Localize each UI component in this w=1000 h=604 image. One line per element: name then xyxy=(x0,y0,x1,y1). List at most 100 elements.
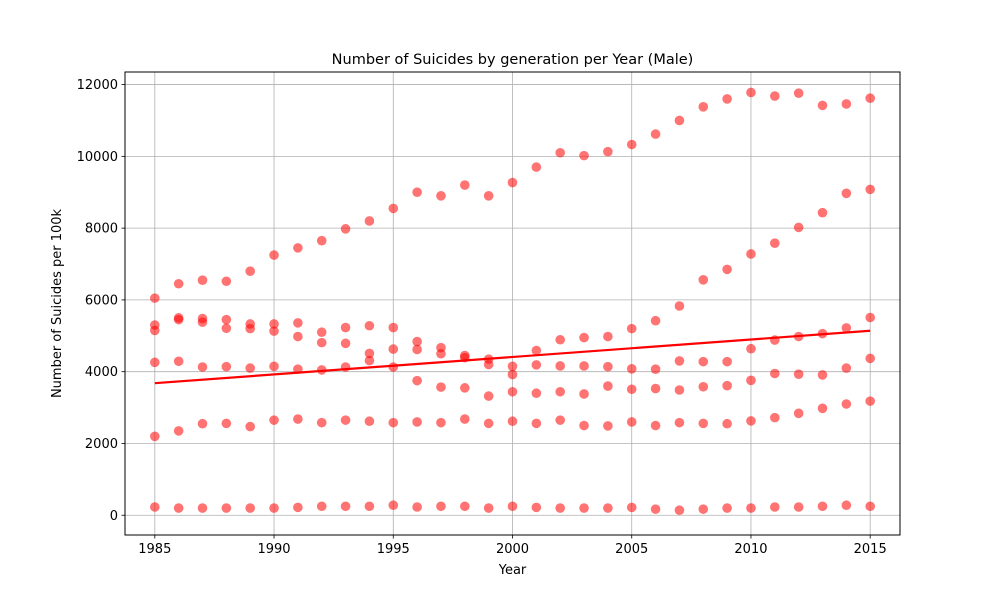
data-point xyxy=(197,418,208,429)
data-point xyxy=(197,275,208,285)
data-points xyxy=(150,87,875,516)
x-tick-label: 1990 xyxy=(257,542,290,557)
data-point xyxy=(507,361,518,372)
data-point xyxy=(364,216,375,226)
data-point xyxy=(388,500,399,511)
data-point xyxy=(269,415,279,425)
data-point xyxy=(436,382,446,392)
data-point xyxy=(674,115,685,126)
data-point xyxy=(865,396,875,406)
data-point xyxy=(674,301,685,311)
data-point xyxy=(150,325,160,336)
data-point xyxy=(173,503,184,513)
data-point xyxy=(770,91,780,101)
data-point xyxy=(746,87,756,98)
x-tick-label: 2015 xyxy=(854,542,887,557)
data-point xyxy=(364,355,375,366)
data-point xyxy=(841,99,852,109)
data-point xyxy=(746,249,756,259)
data-point xyxy=(197,503,208,513)
data-point xyxy=(388,203,399,214)
data-point xyxy=(436,348,446,359)
data-point xyxy=(483,391,494,401)
data-point xyxy=(841,363,852,373)
data-point xyxy=(483,191,494,201)
data-point xyxy=(817,370,828,380)
data-point xyxy=(531,345,542,356)
data-point xyxy=(722,264,732,275)
data-point xyxy=(507,386,518,397)
data-point xyxy=(626,417,637,427)
data-point xyxy=(674,385,685,395)
data-point xyxy=(817,501,828,512)
data-point xyxy=(269,250,279,260)
y-tick-label: 8000 xyxy=(85,222,118,237)
data-point xyxy=(245,503,255,513)
data-point xyxy=(150,357,160,368)
data-point xyxy=(316,327,327,338)
data-point xyxy=(698,381,709,392)
data-point xyxy=(603,421,613,431)
data-point xyxy=(650,420,661,431)
data-point xyxy=(650,129,661,139)
data-point xyxy=(316,501,327,512)
data-point xyxy=(436,191,446,201)
data-point xyxy=(746,503,756,513)
data-point xyxy=(770,368,780,379)
data-point xyxy=(221,276,232,287)
data-point xyxy=(221,418,232,429)
data-point xyxy=(245,266,255,276)
data-point xyxy=(412,375,422,386)
data-point xyxy=(460,501,470,512)
data-point xyxy=(555,503,565,513)
data-point xyxy=(412,417,422,427)
data-point xyxy=(221,361,232,372)
data-point xyxy=(579,361,589,371)
data-point xyxy=(483,503,494,513)
data-point xyxy=(579,503,589,513)
data-point xyxy=(865,93,875,104)
x-tick-label: 2010 xyxy=(734,542,767,557)
data-point xyxy=(746,416,756,426)
data-point xyxy=(531,162,542,172)
data-point xyxy=(626,323,637,334)
data-point xyxy=(793,502,804,512)
data-point xyxy=(674,417,685,428)
data-point xyxy=(340,224,351,234)
y-tick-label: 2000 xyxy=(85,437,118,452)
data-point xyxy=(436,501,446,512)
data-point xyxy=(793,222,804,233)
data-point xyxy=(841,323,852,333)
data-point xyxy=(603,331,613,342)
data-point xyxy=(698,418,709,429)
data-point xyxy=(770,502,780,512)
data-point xyxy=(460,383,470,393)
x-tick-label: 1985 xyxy=(138,542,171,557)
data-point xyxy=(245,323,255,334)
data-point xyxy=(173,426,184,436)
data-point xyxy=(316,235,327,246)
y-tick-label: 6000 xyxy=(85,293,118,308)
data-point xyxy=(197,317,208,327)
data-point xyxy=(293,243,303,253)
data-point xyxy=(603,381,613,391)
data-point xyxy=(316,337,327,348)
data-point xyxy=(507,177,518,188)
data-point xyxy=(412,187,422,198)
data-point xyxy=(460,180,470,190)
data-point xyxy=(150,293,160,303)
x-tick-label: 1995 xyxy=(377,542,410,557)
data-point xyxy=(269,361,279,372)
ticks: 1985 1990 1995 2000 2005 2010 2015 0 2000 4000 600… xyxy=(77,78,887,557)
trendline-group xyxy=(154,329,871,385)
data-point xyxy=(817,100,828,111)
data-point xyxy=(531,418,542,429)
trendline xyxy=(154,329,871,385)
data-point xyxy=(770,238,780,249)
data-point xyxy=(245,421,255,432)
data-point xyxy=(173,314,184,325)
data-point xyxy=(722,380,732,391)
data-point xyxy=(507,501,518,512)
data-point xyxy=(555,415,565,425)
